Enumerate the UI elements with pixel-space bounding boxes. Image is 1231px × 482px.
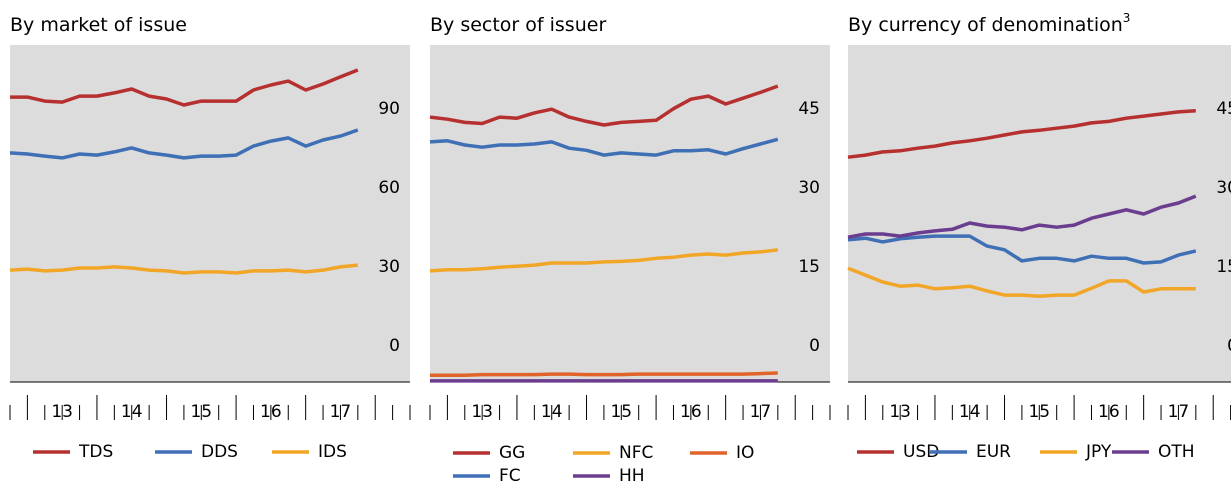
legend-label: IDS — [318, 442, 347, 462]
panel-title: By currency of denomination3 — [848, 11, 1130, 36]
x-tick-label: 17 — [1168, 402, 1190, 422]
legend-label: DDS — [201, 442, 238, 462]
series-line — [847, 234, 1197, 265]
series-line — [847, 194, 1197, 239]
panel-title: By sector of issuer — [430, 14, 606, 36]
series-line — [9, 263, 358, 275]
y-tick-label: 0 — [389, 336, 400, 356]
y-tick-label: 0 — [809, 336, 820, 356]
legend-label: OTH — [1158, 442, 1195, 462]
plot-area — [848, 45, 1231, 382]
legend-label: JPY — [1085, 442, 1112, 462]
legend-label: EUR — [976, 442, 1011, 462]
y-tick-label: 90 — [378, 99, 400, 119]
series-line — [847, 109, 1196, 159]
title-note: 3 — [1123, 11, 1131, 25]
panel-title: By market of issue — [10, 14, 187, 36]
x-tick-label: 16 — [1098, 402, 1120, 422]
x-tick-label: 17 — [750, 402, 772, 422]
y-tick-label: 0 — [1227, 336, 1231, 356]
x-tick-label: 13 — [889, 402, 911, 422]
x-tick-label: 15 — [190, 402, 212, 422]
x-tick-label: 14 — [959, 402, 981, 422]
title-text: By sector of issuer — [430, 14, 606, 36]
x-tick-label: 17 — [330, 402, 352, 422]
legend-label: NFC — [619, 443, 653, 463]
x-tick-label: 15 — [610, 402, 632, 422]
plot-area — [430, 45, 830, 382]
x-tick-label: 13 — [51, 402, 73, 422]
series-line — [10, 68, 359, 107]
y-tick-label: 45 — [798, 99, 820, 119]
x-tick-label: 15 — [1028, 402, 1050, 422]
y-tick-label: 30 — [1216, 178, 1231, 198]
y-tick-label: 15 — [798, 257, 820, 277]
plot-area — [10, 45, 410, 382]
series-line — [430, 371, 778, 377]
legend-label: TDS — [78, 442, 113, 462]
title-text: By currency of denomination — [848, 14, 1123, 36]
legend-label: GG — [499, 443, 525, 463]
series-line — [847, 266, 1196, 298]
x-tick-label: 16 — [680, 402, 702, 422]
y-tick-label: 15 — [1216, 257, 1231, 277]
series-line — [429, 137, 779, 157]
series-line — [429, 84, 779, 127]
legend-label: IO — [736, 443, 754, 463]
x-tick-label: 16 — [260, 402, 282, 422]
y-tick-label: 45 — [1216, 99, 1231, 119]
x-tick-label: 14 — [541, 402, 563, 422]
series-line — [429, 248, 779, 273]
y-tick-label: 30 — [378, 257, 400, 277]
y-tick-label: 30 — [798, 178, 820, 198]
x-tick-label: 13 — [471, 402, 493, 422]
legend-label: USD — [903, 442, 939, 462]
title-text: By market of issue — [10, 14, 187, 36]
x-tick-label: 14 — [121, 402, 143, 422]
legend-label: HH — [619, 466, 645, 482]
y-tick-label: 60 — [378, 178, 400, 198]
legend-label: FC — [499, 466, 521, 482]
series-line — [9, 128, 359, 160]
